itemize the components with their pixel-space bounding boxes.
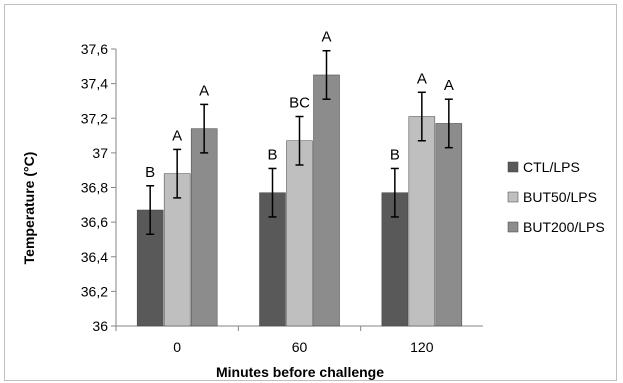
y-tick-label: 36,4 <box>81 249 108 265</box>
y-tick-label: 37,2 <box>81 110 108 126</box>
legend-swatch <box>507 221 519 233</box>
significance-label: A <box>444 77 454 94</box>
significance-label: A <box>172 127 182 144</box>
significance-label: A <box>417 70 427 87</box>
bar-but200-lps-120 <box>435 123 463 327</box>
legend-swatch <box>507 161 519 173</box>
significance-label: BC <box>289 95 310 112</box>
significance-label: B <box>390 146 400 163</box>
y-tick-label: 37,6 <box>81 41 108 57</box>
legend-swatch <box>507 191 519 203</box>
bar-but50-lps-60 <box>286 140 313 327</box>
y-axis: 36 36,2 36,4 36,6 36,8 37 37,2 37,4 37,6 <box>81 41 117 334</box>
bar-but200-lps-60 <box>313 74 340 327</box>
y-tick-label: 36 <box>92 318 108 334</box>
x-tick-label: 0 <box>173 339 181 355</box>
legend-label: CTL/LPS <box>523 159 580 175</box>
y-tick-label: 37 <box>92 145 108 161</box>
significance-label: A <box>321 29 331 46</box>
legend-label: BUT200/LPS <box>523 219 605 235</box>
y-tick-label: 37,4 <box>81 76 108 92</box>
bar-but50-lps-0 <box>163 173 191 327</box>
x-tick-label: 120 <box>410 339 434 355</box>
y-tick-label: 36,6 <box>81 214 108 230</box>
bar-but200-lps-0 <box>190 128 218 327</box>
y-tick-label: 36,8 <box>81 180 108 196</box>
legend-label: BUT50/LPS <box>523 189 597 205</box>
significance-label: A <box>199 82 209 99</box>
bar-but50-lps-120 <box>408 116 436 327</box>
x-axis-title: Minutes before challenge <box>216 364 384 380</box>
significance-label: B <box>145 164 155 181</box>
legend: CTL/LPS BUT50/LPS BUT200/LPS <box>507 159 605 235</box>
y-axis-title: Temperature (°C) <box>21 152 37 265</box>
y-tick-label: 36,2 <box>81 283 108 299</box>
significance-label: B <box>267 146 277 163</box>
x-axis: 0 60 120 <box>115 325 483 355</box>
x-tick-label: 60 <box>292 339 308 355</box>
